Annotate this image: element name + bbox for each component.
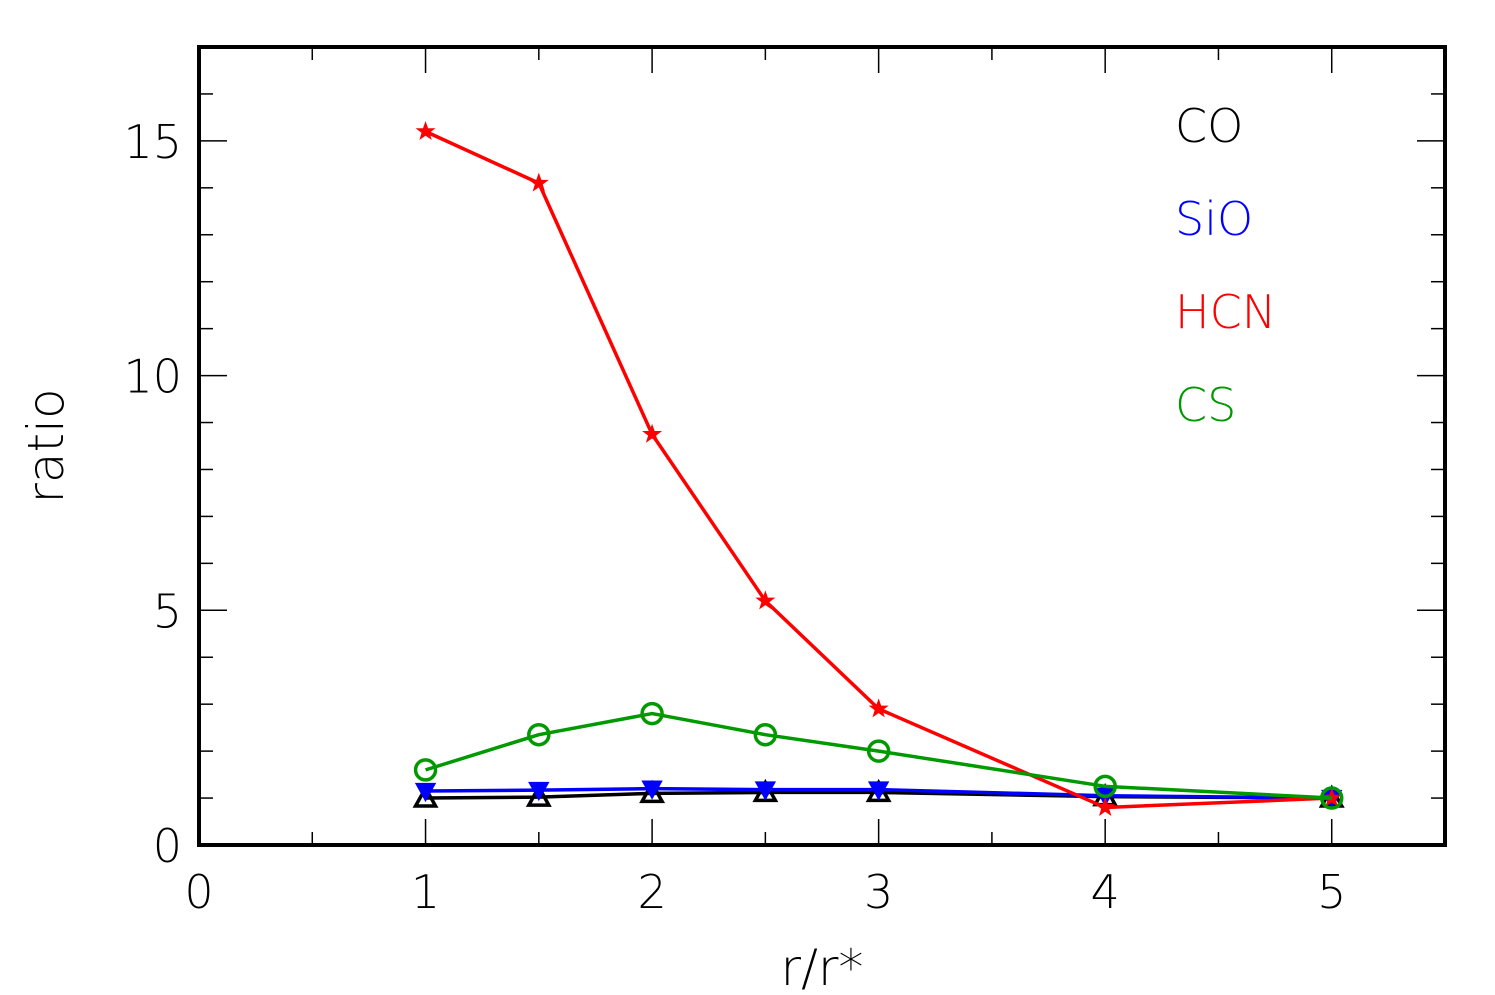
data-point-sio <box>528 781 550 802</box>
series-layer <box>412 120 1345 816</box>
data-point-co <box>639 779 666 804</box>
y-tick-label: 5 <box>153 584 182 638</box>
x-tick-label: 4 <box>1091 865 1120 919</box>
data-point-cs <box>413 758 438 782</box>
legend-item-cs: CS <box>1175 378 1236 432</box>
y-axis-title: ratio <box>17 388 75 503</box>
data-point-sio <box>641 780 663 800</box>
legend: CO SiO HCN CS <box>1175 99 1276 432</box>
data-point-cs <box>1093 774 1117 799</box>
data-point-sio <box>754 781 777 801</box>
axis-ticks <box>198 46 1446 846</box>
data-point-sio <box>867 781 890 801</box>
data-point-sio <box>414 782 437 803</box>
data-point-cs <box>1319 786 1344 810</box>
data-point-hcn <box>528 172 549 192</box>
data-point-co <box>412 784 439 808</box>
x-tick-label: 1 <box>411 865 440 919</box>
y-tick-label: 10 <box>123 350 182 404</box>
data-point-co <box>525 783 552 807</box>
y-tick-label: 0 <box>153 819 182 873</box>
legend-item-sio: SiO <box>1175 192 1253 246</box>
data-point-hcn <box>868 698 889 718</box>
data-point-cs <box>527 722 551 747</box>
y-tick-label: 15 <box>123 115 182 169</box>
x-tick-label: 3 <box>864 865 893 919</box>
x-tick-label: 5 <box>1317 865 1346 919</box>
series-line-cs <box>425 711 1332 800</box>
x-axis-title: r/r* <box>781 939 864 995</box>
data-point-hcn <box>755 590 776 610</box>
data-point-cs <box>753 722 778 747</box>
data-point-cs <box>640 701 664 726</box>
series-cs <box>413 701 1344 810</box>
data-point-cs <box>866 739 891 763</box>
x-tick-label: 0 <box>184 865 213 919</box>
x-tick-label: 2 <box>637 865 666 919</box>
legend-item-hcn: HCN <box>1175 285 1276 339</box>
tick-labels: 0 1 2 3 4 5 0 5 10 15 <box>123 115 1346 919</box>
plot-frame <box>197 45 1447 847</box>
data-point-hcn <box>415 120 436 141</box>
data-point-hcn <box>1095 796 1116 816</box>
legend-item-co: CO <box>1175 99 1243 153</box>
data-point-hcn <box>642 423 663 443</box>
